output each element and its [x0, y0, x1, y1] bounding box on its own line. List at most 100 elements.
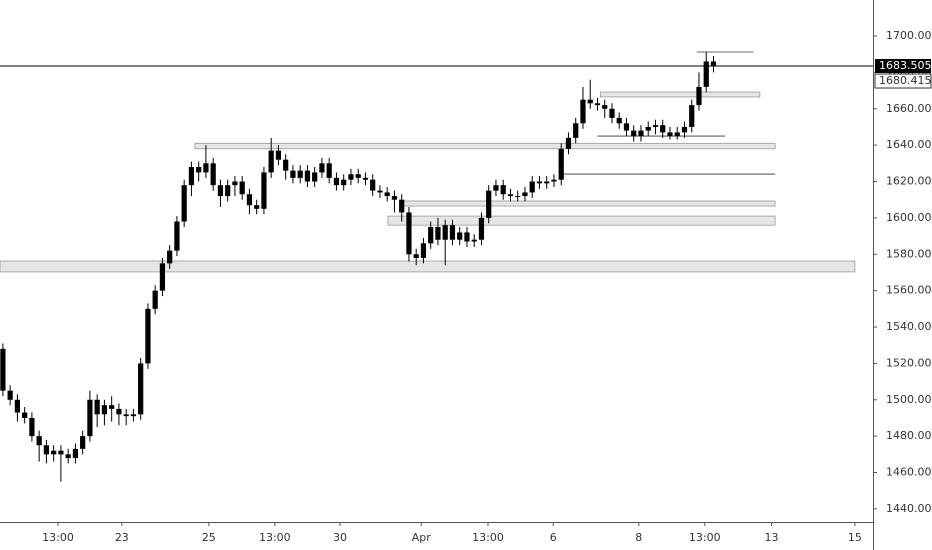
- candle-body: [464, 232, 470, 242]
- candle-body: [587, 99, 593, 104]
- y-tick-label: 1620.000: [886, 175, 932, 188]
- candle-body: [391, 196, 398, 200]
- candle-body: [225, 185, 231, 197]
- candle-body: [348, 174, 354, 180]
- candle-body: [43, 445, 50, 455]
- y-tick-label: 1480.000: [886, 429, 932, 442]
- candle-body: [254, 205, 260, 209]
- candle-body: [370, 179, 376, 191]
- candle-body: [493, 185, 499, 191]
- candle-body: [667, 132, 673, 137]
- zone: [599, 91, 761, 98]
- candle-body: [239, 181, 245, 195]
- candle-body: [399, 199, 405, 213]
- candle-body: [174, 221, 180, 251]
- x-tick-label: 6: [550, 531, 557, 544]
- candle-body: [457, 232, 463, 240]
- candle-body: [283, 159, 289, 171]
- candle-body: [94, 399, 100, 415]
- zone: [387, 215, 776, 226]
- candle-body: [22, 412, 28, 418]
- candle-body: [341, 179, 347, 186]
- candle-body: [696, 86, 702, 106]
- y-tick-label: 1520.000: [886, 356, 932, 369]
- candle-body: [689, 105, 695, 127]
- candle-body: [51, 450, 57, 455]
- candle-body: [333, 177, 340, 186]
- candle-body: [529, 181, 535, 193]
- candle-body: [232, 181, 238, 186]
- x-tick-label: 8: [635, 531, 642, 544]
- zone: [0, 260, 856, 273]
- candle-body: [486, 190, 492, 218]
- candle-body: [435, 226, 441, 240]
- candle-body: [116, 408, 122, 415]
- candle-body: [565, 137, 572, 149]
- candle-body: [14, 399, 21, 413]
- x-tick-label: 30: [333, 531, 347, 544]
- x-tick-label: 13:00: [689, 531, 721, 544]
- y-tick-label: 1660.000: [886, 102, 932, 115]
- candle-body: [449, 225, 456, 240]
- zone: [194, 142, 776, 150]
- candle-body: [275, 150, 282, 160]
- candle-body: [674, 132, 680, 137]
- zone: [401, 200, 776, 207]
- candle-body: [660, 125, 666, 133]
- y-tick-label: 1700.000: [886, 29, 932, 42]
- candle-body: [428, 226, 434, 244]
- candle-body: [623, 123, 630, 131]
- candle-body: [290, 170, 296, 178]
- candle-body: [188, 166, 195, 186]
- candle-body: [217, 185, 224, 197]
- y-tick-label: 1600.000: [886, 211, 932, 224]
- candle-body: [138, 363, 144, 415]
- candle-body: [471, 239, 477, 242]
- candle-body: [80, 436, 86, 449]
- y-tick-label: 1440.000: [886, 502, 932, 515]
- candle-body: [558, 148, 564, 180]
- candle-body: [268, 150, 274, 173]
- candle-body: [72, 448, 79, 458]
- candle-body: [580, 99, 586, 124]
- second-price-box: [874, 73, 932, 89]
- candle-body: [544, 181, 550, 184]
- x-tick-label: 25: [202, 531, 216, 544]
- y-tick-label: 1540.000: [886, 320, 932, 333]
- candle-body: [152, 290, 158, 309]
- candle-body: [515, 196, 521, 198]
- y-tick-label: 1640.000: [886, 138, 932, 151]
- x-tick-label: 23: [115, 531, 129, 544]
- candle-body: [551, 179, 557, 182]
- x-tick-label: Apr: [412, 531, 432, 544]
- candle-body: [203, 163, 209, 173]
- last-price-label: 1683.505: [879, 59, 932, 72]
- candle-body: [522, 192, 528, 197]
- x-tick-label: 13:00: [259, 531, 291, 544]
- candle-body: [573, 123, 579, 138]
- y-tick-label: 1500.000: [886, 393, 932, 406]
- y-tick-label: 1580.000: [886, 247, 932, 260]
- candle-body: [210, 163, 216, 186]
- candle-body: [36, 436, 42, 446]
- candle-body: [420, 243, 427, 258]
- candle-body: [616, 117, 622, 124]
- candle-body: [413, 254, 419, 258]
- candle-body: [536, 181, 543, 184]
- candle-body: [609, 108, 615, 118]
- candle-body: [312, 172, 318, 182]
- candle-body: [7, 390, 13, 400]
- y-tick-label: 1560.000: [886, 284, 932, 297]
- candle-body: [319, 163, 325, 173]
- candle-body: [304, 170, 311, 182]
- x-tick-label: 13: [764, 531, 778, 544]
- candle-body: [631, 130, 637, 137]
- candle-body: [159, 263, 166, 291]
- candle-body: [442, 225, 448, 240]
- candle-body: [652, 125, 659, 127]
- x-tick-label: 13:00: [42, 531, 74, 544]
- candle-body: [384, 192, 390, 197]
- candle-body: [377, 190, 383, 193]
